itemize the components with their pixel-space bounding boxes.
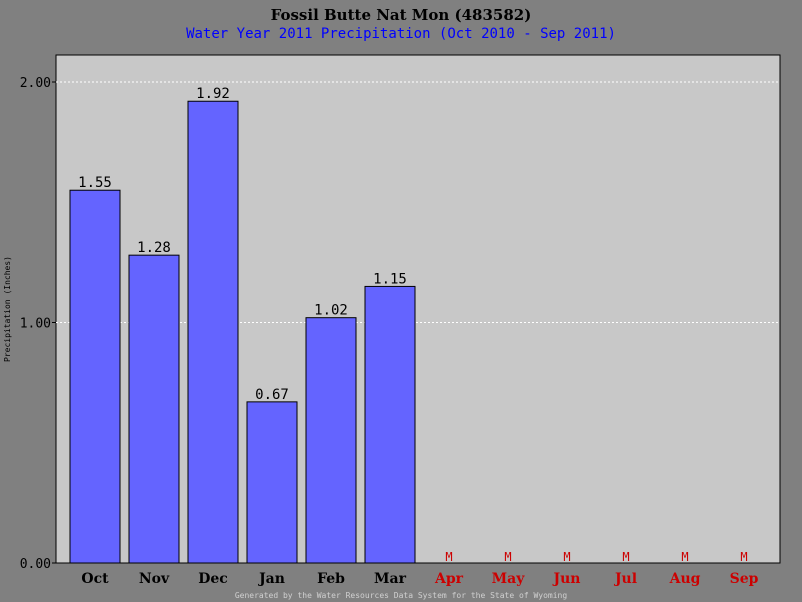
y-axis-label: Precipitation (Inches) — [3, 256, 12, 362]
x-tick-label-jul: Jul — [613, 571, 637, 587]
y-tick-label: 2.00 — [20, 76, 51, 91]
bar-feb — [305, 317, 357, 564]
missing-marker-aug: M — [681, 550, 688, 564]
bar-jan — [246, 401, 298, 564]
bar-mar — [364, 285, 416, 564]
x-tick-label-mar: Mar — [374, 571, 407, 587]
x-tick-label-aug: Aug — [669, 571, 701, 587]
x-tick-label-oct: Oct — [81, 571, 109, 587]
x-tick-label-sep: Sep — [730, 571, 759, 587]
data-label-jan: 0.67 — [255, 387, 289, 403]
chart-subtitle: Water Year 2011 Precipitation (Oct 2010 … — [186, 26, 616, 42]
footer-credit: Generated by the Water Resources Data Sy… — [235, 591, 568, 600]
missing-marker-may: M — [504, 550, 511, 564]
data-label-dec: 1.92 — [196, 86, 230, 102]
data-label-nov: 1.28 — [137, 240, 171, 256]
missing-marker-apr: M — [445, 550, 452, 564]
data-label-feb: 1.02 — [314, 303, 348, 319]
x-tick-label-may: May — [492, 571, 526, 587]
data-label-oct: 1.55 — [78, 175, 112, 191]
x-tick-label-jan: Jan — [257, 571, 285, 587]
x-tick-label-jun: Jun — [552, 571, 581, 587]
y-tick-label: 1.00 — [20, 317, 51, 332]
x-tick-label-feb: Feb — [317, 571, 345, 587]
bar-dec — [187, 100, 239, 564]
bar-nov — [128, 254, 180, 564]
x-tick-label-dec: Dec — [198, 571, 228, 587]
x-axis: Oct Nov Dec Jan Feb Mar Apr May Jun Jul Aug Sep — [81, 571, 758, 587]
data-labels: 1.55 1.28 1.92 0.67 1.02 1.15 M M M M M M — [78, 86, 747, 564]
missing-marker-jul: M — [622, 550, 629, 564]
data-label-mar: 1.15 — [373, 271, 407, 287]
chart-title: Fossil Butte Nat Mon (483582) — [271, 6, 532, 24]
bar-oct — [69, 189, 121, 564]
bars — [69, 100, 416, 564]
x-tick-label-apr: Apr — [434, 571, 464, 587]
missing-marker-sep: M — [740, 550, 747, 564]
y-axis: 0.00 1.00 2.00 — [20, 76, 56, 572]
missing-marker-jun: M — [563, 550, 570, 564]
y-tick-label: 0.00 — [20, 557, 51, 572]
x-tick-label-nov: Nov — [139, 571, 170, 587]
